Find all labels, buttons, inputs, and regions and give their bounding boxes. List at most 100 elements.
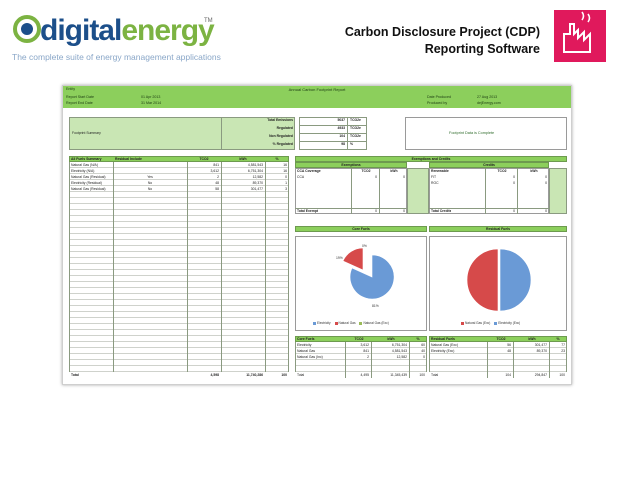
- legend-natural-gas-exc: Natural Gas (Exc): [363, 321, 389, 325]
- entity-label: Entity: [66, 87, 75, 91]
- legend-swatch-natural-gas: [334, 321, 338, 325]
- residual-cell-1-3: 23: [561, 349, 565, 353]
- core-cell-2-0: Natural Gas (Inc): [297, 355, 323, 359]
- legend-natural-gas: Natural Gas: [338, 321, 356, 325]
- residual-cell-0-3: 77: [561, 343, 565, 347]
- credit-header-tco2: TCO2: [497, 169, 507, 173]
- pct-regulated-unit: %: [350, 142, 354, 146]
- residual-fuels-chart-panel: Natural Gas (Exc) Electricity (Exc): [429, 236, 567, 331]
- slide-title-line-2: Reporting Software: [424, 42, 540, 56]
- legend-residual-gas: Natural Gas (Exc): [465, 321, 491, 325]
- exempt-total-kwh: 0: [403, 209, 405, 213]
- start-date-label: Report Start Date: [66, 95, 94, 99]
- residual-total-pct: 100: [559, 373, 565, 377]
- exempt-row-tco2: 0: [375, 175, 377, 179]
- core-cell-0-0: Electricity: [297, 343, 312, 347]
- fuels-header-kwh: kWh: [239, 157, 247, 161]
- core-table-header-tco2: TCO2: [354, 337, 364, 341]
- fuels-cell-3-4: 1: [285, 181, 287, 185]
- core-fuels-legend: Electricity Natural Gas Natural Gas (Exc…: [310, 321, 389, 325]
- exempt-header-name: CCA Coverage: [297, 169, 321, 173]
- pct-regulated-label: % Regulated: [272, 142, 293, 146]
- residual-cell-0-2: 301,477: [534, 343, 547, 347]
- fuels-cell-3-0: Electricity (Residual): [71, 181, 102, 185]
- core-table-grid: [295, 342, 427, 372]
- core-total-pct: 100: [419, 373, 425, 377]
- core-cell-1-1: 841: [363, 349, 369, 353]
- fuels-cell-2-2: 2: [217, 175, 219, 179]
- exempt-total-label: Total Exempt: [297, 209, 319, 213]
- report-header-bar: [63, 86, 571, 108]
- end-date-value: 31 Mar 2014: [141, 101, 162, 105]
- factory-badge-icon: [554, 10, 606, 62]
- core-cell-1-0: Natural Gas: [297, 349, 316, 353]
- produced-by-label: Produced by: [427, 101, 448, 105]
- residual-cell-1-2: 89,370: [536, 349, 547, 353]
- residual-table-header-name: Residual Fuels: [431, 337, 455, 341]
- core-cell-2-3: 0: [423, 355, 425, 359]
- total-emissions-unit: TCO2e: [350, 118, 361, 122]
- core-cell-0-3: 60: [421, 343, 425, 347]
- credit-row-roc-tco2: 0: [513, 181, 515, 185]
- credit-header-kwh: kWh: [530, 169, 538, 173]
- date-produced-label: Date Produced: [427, 95, 451, 99]
- legend-electricity: Electricity: [317, 321, 331, 325]
- core-table-header-name: Core Fuels: [297, 337, 315, 341]
- residual-fuels-table-header: [429, 336, 567, 342]
- credit-row-fit-tco2: 0: [513, 175, 515, 179]
- credit-total-label: Total Credits: [431, 209, 452, 213]
- exempt-header-kwh: kWh: [390, 169, 398, 173]
- legend-swatch-residual-gas: [461, 321, 464, 325]
- credits-title: Credits: [483, 163, 495, 167]
- pie-label-natural-gas-exc: 0%: [362, 244, 367, 248]
- residual-fuels-legend: Natural Gas (Exc) Electricity (Exc): [458, 321, 520, 325]
- total-emissions-label: Total Emissions: [267, 118, 293, 122]
- fuels-cell-3-1: No: [147, 181, 153, 185]
- fuels-cell-2-4: 0: [285, 175, 287, 179]
- fuels-cell-4-1: No: [147, 187, 153, 191]
- fuels-cell-1-4: 16: [283, 169, 287, 173]
- fuels-cell-4-2: 58: [215, 187, 219, 191]
- core-cell-0-1: 3,612: [360, 343, 370, 347]
- report-title: Annual Carbon Footprint Report: [288, 87, 346, 92]
- credit-row-fit-name: FIT: [431, 175, 437, 179]
- non-regulated-value: 104: [339, 134, 345, 138]
- summary-labels-box: [221, 117, 295, 150]
- fuels-cell-1-3: 6,751,304: [247, 169, 263, 173]
- residual-fuels-pie: [466, 248, 532, 312]
- residual-table-header-kwh: kWh: [528, 337, 536, 341]
- regulated-label: Regulated: [276, 126, 293, 130]
- core-fuels-table-header: [295, 336, 427, 342]
- credits-subheader: [429, 162, 549, 168]
- start-date-value: 01 Apr 2013: [141, 95, 161, 99]
- fuels-cell-3-3: 89,370: [252, 181, 263, 185]
- fuels-cell-2-1: Yes: [147, 175, 153, 179]
- logo-swirl-icon: [13, 15, 41, 43]
- exemptions-title: Exemptions and Credits: [411, 157, 451, 161]
- fuels-cell-4-0: Natural Gas (Residual): [71, 187, 106, 191]
- exempt-header-tco2: TCO2: [361, 169, 371, 173]
- core-fuels-chart-panel: 19% 0% 81% Electricity Natural Gas Natur…: [295, 236, 427, 331]
- fuels-total-label: Total: [71, 373, 79, 377]
- pie-label-natural-gas: 19%: [336, 256, 343, 260]
- non-regulated-unit: TCO2e: [350, 134, 361, 138]
- regulated-unit: TCO2e: [350, 126, 361, 130]
- credit-row-roc-kwh: 0: [545, 181, 547, 185]
- core-table-header-kwh: kWh: [387, 337, 395, 341]
- residual-cell-1-1: 48: [507, 349, 511, 353]
- produced-by-value: dejEnergy.com: [477, 101, 501, 105]
- core-total-kwh: 11,345,439: [390, 373, 407, 377]
- fuels-cell-4-3: 301,477: [250, 187, 263, 191]
- residual-total-label: Total: [431, 373, 439, 377]
- core-fuels-chart-header: [295, 226, 427, 232]
- tagline: The complete suite of energy management …: [12, 52, 221, 62]
- pie-label-electricity: 81%: [372, 304, 379, 308]
- trademark: TM: [204, 18, 213, 24]
- exempt-total-tco2: 0: [375, 209, 377, 213]
- fuels-header-name: All Fuels Summary: [71, 157, 102, 161]
- fuels-cell-2-3: 12,582: [252, 175, 263, 179]
- fuels-total-pct: 100: [281, 373, 287, 377]
- digital-energy-logo: digitalenergy TM: [12, 14, 215, 64]
- legend-swatch-electricity: [313, 321, 316, 325]
- fuels-table-grid: [69, 162, 289, 372]
